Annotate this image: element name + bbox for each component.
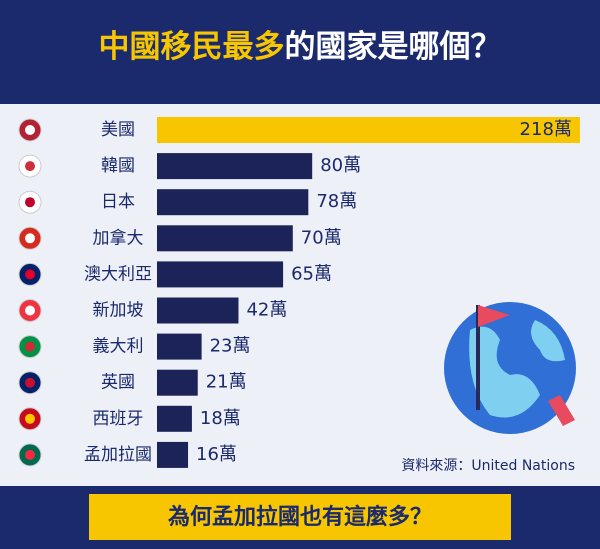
value-label: 65萬 — [291, 263, 332, 284]
category-label: 日本 — [101, 192, 135, 212]
category-label: 西班牙 — [93, 409, 144, 429]
title-rest: 的國家是哪個？ — [285, 29, 502, 65]
globe-illustration — [444, 302, 576, 434]
value-label: 21萬 — [206, 372, 247, 393]
bar — [157, 405, 192, 432]
source: 資料來源：United Nations — [401, 458, 575, 474]
value-label: 78萬 — [316, 191, 357, 212]
category-label: 義大利 — [93, 337, 144, 357]
bar — [157, 333, 202, 360]
value-label: 23萬 — [210, 336, 251, 357]
bar — [157, 117, 580, 143]
value-label: 80萬 — [320, 155, 361, 176]
bar — [157, 225, 293, 252]
bar — [157, 297, 239, 324]
value-label: 70萬 — [301, 227, 342, 248]
category-label: 英國 — [101, 373, 135, 393]
category-label: 新加坡 — [93, 301, 144, 321]
flag-detail — [25, 305, 35, 316]
category-label: 加拿大 — [93, 227, 144, 248]
flag-detail — [25, 377, 35, 388]
value-label: 218萬 — [520, 119, 572, 140]
bar — [157, 261, 284, 288]
category-label: 美國 — [101, 120, 135, 140]
flag-detail — [25, 449, 35, 460]
bar — [157, 153, 313, 180]
footer-box — [89, 494, 511, 540]
category-label: 澳大利亞 — [84, 264, 152, 284]
value-label: 18萬 — [200, 408, 241, 429]
flag-detail — [25, 413, 35, 424]
flag-detail — [25, 269, 35, 280]
value-label: 42萬 — [246, 300, 287, 321]
bar — [157, 189, 309, 216]
title-highlight: 中國移民最多 — [99, 29, 285, 65]
flag-detail — [25, 125, 35, 135]
flag-detail — [25, 161, 35, 172]
flag-detail — [25, 197, 35, 208]
chart-title: 中國移民最多的國家是哪個？ — [99, 29, 502, 65]
bar — [157, 369, 198, 396]
footer: 為何孟加拉國也有這麼多？ — [168, 504, 432, 530]
flag-detail — [25, 233, 35, 244]
category-label: 孟加拉國 — [84, 445, 152, 465]
flag-detail — [25, 341, 35, 352]
bar — [157, 441, 189, 468]
category-label: 韓國 — [101, 156, 135, 176]
value-label: 16萬 — [196, 444, 237, 465]
